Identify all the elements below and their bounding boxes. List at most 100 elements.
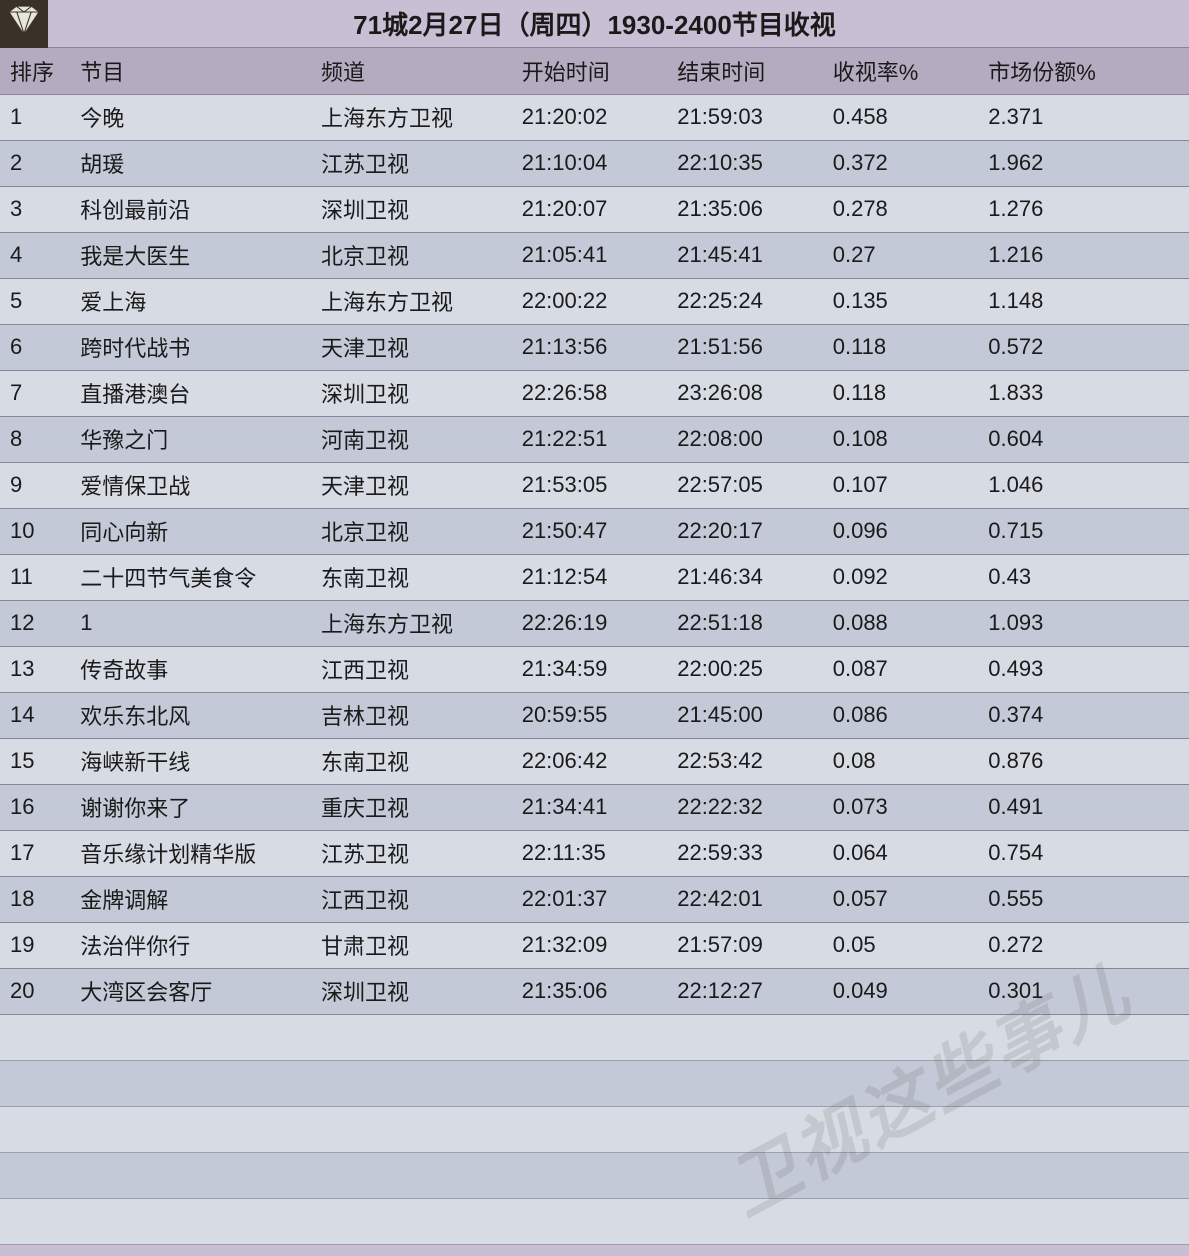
cell-rank: 13 [0,646,70,692]
cell-empty [311,1014,512,1060]
cell-share: 0.876 [978,738,1189,784]
cell-share: 0.491 [978,784,1189,830]
cell-end: 22:51:18 [667,600,823,646]
cell-start: 22:00:22 [512,278,668,324]
table-row: 6跨时代战书天津卫视21:13:5621:51:560.1180.572 [0,324,1189,370]
table-row: 121上海东方卫视22:26:1922:51:180.0881.093 [0,600,1189,646]
cell-empty [512,1152,668,1198]
cell-start: 21:32:09 [512,922,668,968]
cell-start: 21:34:41 [512,784,668,830]
cell-empty [311,1106,512,1152]
page-title: 71城2月27日（周四）1930-2400节目收视 [48,5,1189,42]
cell-channel: 北京卫视 [311,232,512,278]
cell-rating: 0.372 [823,140,979,186]
cell-channel: 江西卫视 [311,646,512,692]
cell-rating: 0.073 [823,784,979,830]
cell-rank: 9 [0,462,70,508]
cell-program: 今晚 [70,94,311,140]
ratings-report: 71城2月27日（周四）1930-2400节目收视 排序 节目 频道 开始时间 … [0,0,1189,1256]
cell-end: 21:45:41 [667,232,823,278]
cell-end: 22:10:35 [667,140,823,186]
cell-end: 21:57:09 [667,922,823,968]
cell-empty [667,1106,823,1152]
cell-share: 0.374 [978,692,1189,738]
cell-channel: 东南卫视 [311,554,512,600]
table-row: 7直播港澳台深圳卫视22:26:5823:26:080.1181.833 [0,370,1189,416]
cell-channel: 江苏卫视 [311,830,512,876]
cell-empty [70,1060,311,1106]
cell-start: 22:26:58 [512,370,668,416]
cell-start: 21:20:07 [512,186,668,232]
cell-rating: 0.049 [823,968,979,1014]
cell-share: 1.093 [978,600,1189,646]
diamond-icon [6,3,42,44]
cell-share: 0.493 [978,646,1189,692]
cell-empty [823,1106,979,1152]
cell-program: 音乐缘计划精华版 [70,830,311,876]
cell-empty [978,1060,1189,1106]
cell-channel: 吉林卫视 [311,692,512,738]
cell-rating: 0.107 [823,462,979,508]
table-row-empty [0,1198,1189,1244]
cell-channel: 东南卫视 [311,738,512,784]
cell-rating: 0.278 [823,186,979,232]
cell-share: 1.833 [978,370,1189,416]
title-bar: 71城2月27日（周四）1930-2400节目收视 [0,0,1189,48]
cell-end: 23:26:08 [667,370,823,416]
cell-channel: 重庆卫视 [311,784,512,830]
cell-channel: 甘肃卫视 [311,922,512,968]
table-row-empty [0,1060,1189,1106]
cell-end: 22:53:42 [667,738,823,784]
cell-empty [823,1014,979,1060]
cell-share: 1.046 [978,462,1189,508]
table-row-empty [0,1106,1189,1152]
cell-channel: 上海东方卫视 [311,600,512,646]
cell-program: 我是大医生 [70,232,311,278]
cell-empty [0,1106,70,1152]
cell-rating: 0.135 [823,278,979,324]
table-row: 20大湾区会客厅深圳卫视21:35:0622:12:270.0490.301 [0,968,1189,1014]
cell-program: 1 [70,600,311,646]
cell-rating: 0.088 [823,600,979,646]
cell-rank: 20 [0,968,70,1014]
cell-rank: 15 [0,738,70,784]
cell-rank: 18 [0,876,70,922]
cell-share: 0.272 [978,922,1189,968]
table-row: 2胡瑗江苏卫视21:10:0422:10:350.3721.962 [0,140,1189,186]
cell-end: 21:45:00 [667,692,823,738]
cell-end: 22:12:27 [667,968,823,1014]
cell-start: 21:13:56 [512,324,668,370]
cell-start: 22:26:19 [512,600,668,646]
cell-start: 21:20:02 [512,94,668,140]
cell-share: 1.276 [978,186,1189,232]
cell-rank: 16 [0,784,70,830]
cell-rank: 12 [0,600,70,646]
cell-start: 22:01:37 [512,876,668,922]
cell-channel: 上海东方卫视 [311,278,512,324]
cell-program: 欢乐东北风 [70,692,311,738]
cell-channel: 深圳卫视 [311,968,512,1014]
cell-share: 1.148 [978,278,1189,324]
table-row: 10同心向新北京卫视21:50:4722:20:170.0960.715 [0,508,1189,554]
cell-empty [667,1060,823,1106]
table-row: 1今晚上海东方卫视21:20:0221:59:030.4582.371 [0,94,1189,140]
cell-share: 1.216 [978,232,1189,278]
cell-program: 同心向新 [70,508,311,554]
cell-start: 22:11:35 [512,830,668,876]
table-row: 5爱上海上海东方卫视22:00:2222:25:240.1351.148 [0,278,1189,324]
cell-empty [0,1198,70,1244]
cell-program: 华豫之门 [70,416,311,462]
cell-rating: 0.096 [823,508,979,554]
cell-end: 22:25:24 [667,278,823,324]
col-header-rating: 收视率% [823,48,979,94]
cell-channel: 天津卫视 [311,462,512,508]
cell-empty [667,1152,823,1198]
cell-empty [70,1152,311,1198]
cell-empty [512,1198,668,1244]
cell-empty [978,1014,1189,1060]
cell-end: 22:57:05 [667,462,823,508]
cell-start: 20:59:55 [512,692,668,738]
cell-empty [667,1014,823,1060]
cell-rank: 10 [0,508,70,554]
cell-start: 21:22:51 [512,416,668,462]
